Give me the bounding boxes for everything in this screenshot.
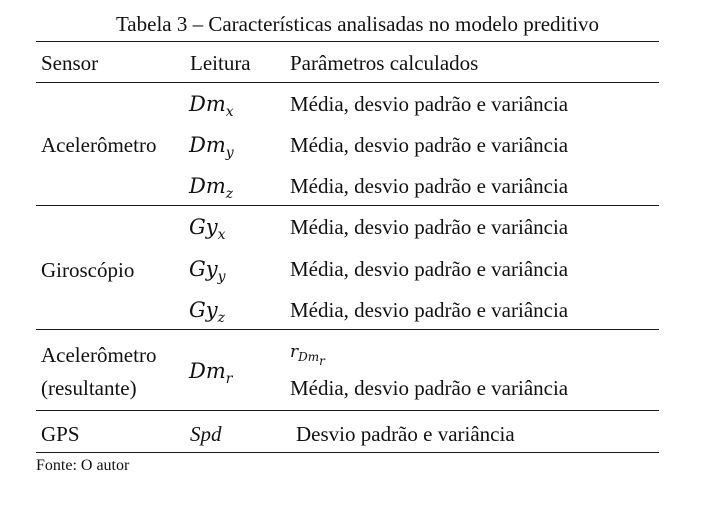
group-rule-3 [36,410,659,411]
sensor-resultant-line2: (resultante) [41,376,137,400]
reading-dmz: Dmz [189,174,234,202]
sensor-gyroscope: Giroscópio [41,258,135,282]
header-rule [36,82,659,83]
reading-gyz: Gyz [189,298,226,326]
bottom-rule [36,452,659,453]
header-reading: Leitura [190,51,251,75]
sensor-gps: GPS [41,422,80,446]
reading-gyy: Gyy [189,257,226,285]
header-params: Parâmetros calculados [290,51,479,75]
top-rule [36,41,659,42]
params-dmy: Média, desvio padrão e variância [290,133,569,157]
reading-dmy: Dmy [189,133,234,161]
params-gps: Desvio padrão e variância [296,422,515,446]
params-gyz: Média, desvio padrão e variância [290,298,569,322]
reading-dmr: Dmr [189,359,233,387]
sensor-resultant-line1: Acelerômetro [41,343,157,367]
reading-dmx: Dmx [189,92,234,120]
sensor-accelerometer: Acelerômetro [41,133,157,157]
params-dmz: Média, desvio padrão e variância [290,174,569,198]
group-rule-2 [36,329,659,330]
header-sensor: Sensor [41,51,99,75]
params-gyy: Média, desvio padrão e variância [290,257,569,281]
params-gyx: Média, desvio padrão e variância [290,215,569,239]
table-source: Fonte: O autor [36,457,130,474]
reading-gyx: Gyx [189,215,226,243]
table-caption: Tabela 3 – Características analisadas no… [115,12,600,36]
params-dmx: Média, desvio padrão e variância [290,92,569,116]
params-rdmr: rDmr [290,342,325,368]
params-dmr: Média, desvio padrão e variância [290,376,569,400]
reading-spd: Spd [190,422,222,446]
group-rule-1 [36,205,659,206]
